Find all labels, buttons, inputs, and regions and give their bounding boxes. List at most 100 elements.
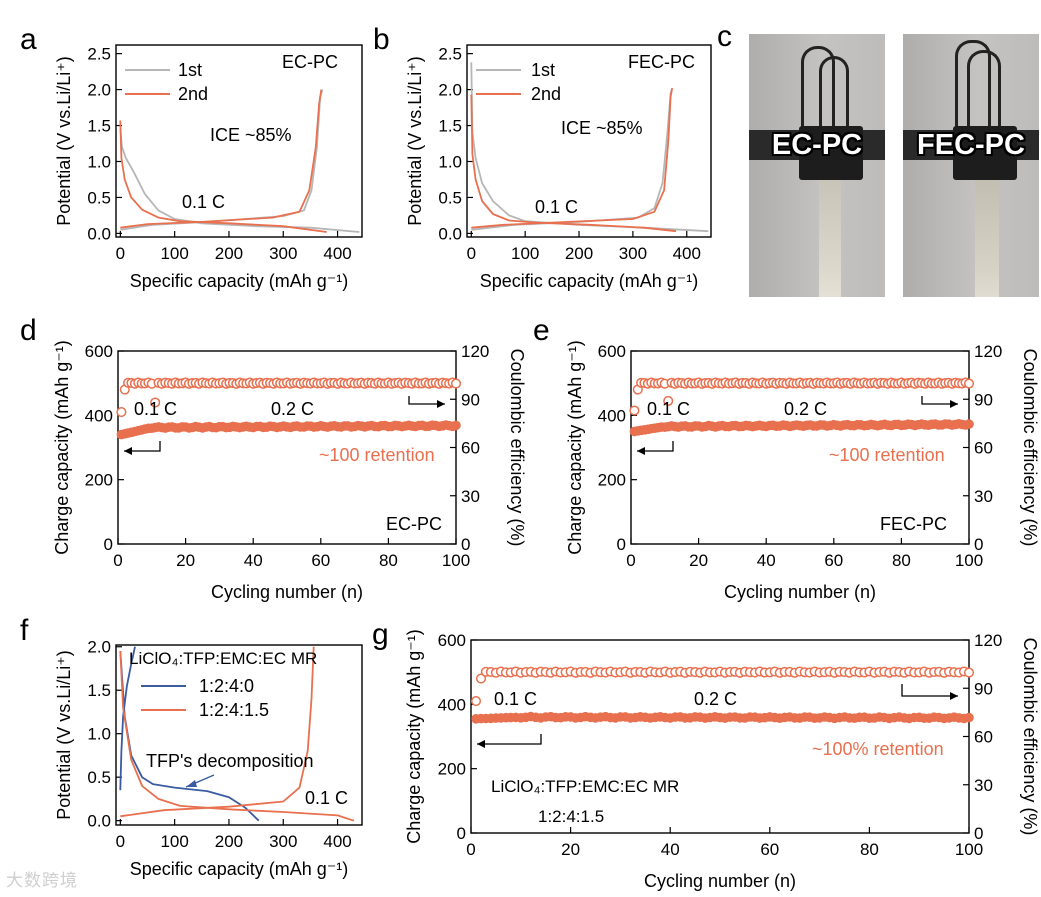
panel-a-legend-2nd: 2nd: [178, 84, 208, 104]
panel-a-xtick-label: 0: [116, 244, 125, 263]
panel-d-rate-01: 0.1 C: [134, 399, 177, 419]
panel-d-ytick-label: 200: [85, 471, 113, 490]
panel-d-xtick-label: 60: [311, 551, 330, 570]
panel-d-y2tick-label: 0: [461, 535, 470, 554]
panel-e-ylabel: Charge capacity (mAh g⁻¹): [565, 340, 585, 555]
panel-a-xtick-label: 300: [269, 244, 297, 263]
panel-label-e: e: [533, 314, 550, 347]
panel-e-xtick-label: 20: [689, 551, 708, 570]
panel-a-series-line: [119, 120, 327, 233]
panel-a-xtick-label: 400: [323, 244, 351, 263]
panel-e-efficiency-point: [629, 405, 640, 416]
panel-a-ice: ICE ~85%: [210, 125, 292, 145]
panel-d-rate-02: 0.2 C: [271, 399, 314, 419]
panel-f-ytick-label: 1.5: [87, 681, 111, 700]
panel-g-legend-title: LiClO₄:TFP:EMC:EC MR: [491, 777, 679, 796]
panel-d-ytick-label: 0: [104, 535, 113, 554]
panel-f-xtick-label: 0: [116, 832, 125, 851]
panel-e-y2tick-label: 0: [974, 535, 983, 554]
panel-g-xtick-label: 80: [860, 840, 879, 859]
panel-e-arrow-right: [921, 396, 958, 405]
panel-e-rate-01: 0.1 C: [647, 399, 690, 419]
panel-d-arrowhead-right: [437, 400, 445, 408]
panel-b-xlabel: Specific capacity (mAh g⁻¹): [480, 271, 699, 291]
panel-b-ytick-label: 2.0: [438, 81, 462, 100]
panel-g-ratio: 1:2:4:1.5: [538, 807, 604, 826]
panel-d-xtick-label: 100: [442, 551, 470, 570]
panel-label-c: c: [717, 20, 732, 53]
panel-g-rate-02: 0.2 C: [694, 689, 737, 709]
panel-b-series-line: [470, 62, 709, 233]
panel-e-xtick-label: 40: [757, 551, 776, 570]
panel-a-ytick-label: 2.0: [87, 81, 111, 100]
panel-b-ice: ICE ~85%: [561, 118, 643, 138]
panel-g-rate-01: 0.1 C: [494, 689, 537, 709]
panel-g-xtick-label: 0: [466, 840, 475, 859]
panel-f-ytick-label: 2.0: [87, 638, 111, 657]
panel-a-series-line: [119, 129, 360, 233]
panel-e-y2tick-label: 90: [974, 390, 993, 409]
panel-label-d: d: [20, 314, 37, 347]
panel-b-xtick-label: 400: [673, 244, 701, 263]
panel-g-y2tick-label: 30: [974, 776, 993, 795]
watermark: 大数跨境: [6, 871, 78, 890]
panel-d-capacity-point: [451, 420, 461, 431]
panel-d-y2tick-label: 30: [461, 487, 480, 506]
panel-d-xtick-label: 20: [176, 551, 195, 570]
panel-g-y2label: Coulombic efficiency (%): [1020, 638, 1040, 836]
panel-a-ytick-label: 1.5: [87, 117, 111, 136]
panel-g-y2tick-label: 90: [974, 679, 993, 698]
panel-a-ytick-label: 1.0: [87, 152, 111, 171]
panel-g-arrow-left: [477, 734, 542, 745]
panel-b-legend-2nd: 2nd: [531, 84, 561, 104]
panel-f-ytick-label: 0.0: [87, 812, 111, 831]
panel-d-efficiency-point: [450, 378, 462, 389]
panel-g-ytick-label: 0: [457, 824, 466, 843]
panel-d-ylabel: Charge capacity (mAh g⁻¹): [52, 340, 72, 555]
panel-d-retention: ~100 retention: [319, 445, 435, 465]
panel-b-xtick-label: 300: [619, 244, 647, 263]
panel-e-ytick-label: 0: [617, 535, 626, 554]
panel-a-xtick-label: 200: [215, 244, 243, 263]
panel-e-efficiency-point: [663, 395, 674, 406]
panel-b-frame: [466, 44, 712, 238]
panel-e-xtick-label: 100: [955, 551, 983, 570]
panel-a-title: EC-PC: [282, 52, 338, 72]
panel-b-ylabel: Potential (V vs.Li/Li⁺): [405, 56, 425, 226]
panel-d-xlabel: Cycling number (n): [211, 582, 363, 602]
panel-label-g: g: [372, 618, 389, 651]
panel-d-y2label: Coulombic efficiency (%): [507, 349, 527, 547]
panel-d-xtick-label: 0: [113, 551, 122, 570]
panel-b-series-line: [470, 94, 677, 233]
panel-f-decomposition: TFP's decomposition: [146, 751, 314, 771]
panel-b-ytick-label: 1.5: [438, 117, 462, 136]
panel-f-legend-title: LiClO₄:TFP:EMC:EC MR: [129, 649, 317, 668]
panel-a-ytick-label: 2.5: [87, 45, 111, 64]
panel-g-arrow-right: [901, 684, 958, 697]
photo-label-fec-pc: FEC-PC: [917, 129, 1025, 161]
panel-f-series-line: [119, 646, 136, 791]
panel-e-y2label: Coulombic efficiency (%): [1020, 349, 1040, 547]
panel-d-y2tick-label: 60: [461, 439, 480, 458]
panel-f-xtick-label: 400: [323, 832, 351, 851]
panel-f-xtick-label: 200: [215, 832, 243, 851]
panel-e-rate-02: 0.2 C: [784, 399, 827, 419]
panel-d-ytick-label: 400: [85, 406, 113, 425]
panel-e-y2tick-label: 30: [974, 487, 993, 506]
panel-e-ytick-label: 400: [598, 406, 626, 425]
panel-f-series-line: [120, 646, 315, 818]
panel-g-arrowhead-right: [950, 692, 958, 700]
panel-a-ytick-label: 0.5: [87, 188, 111, 207]
panel-g-y2tick-label: 60: [974, 728, 993, 747]
panel-f-xtick-label: 300: [269, 832, 297, 851]
panel-g-capacity-point: [964, 712, 974, 723]
panel-e-y2tick-label: 60: [974, 439, 993, 458]
photo-label-ec-pc: EC-PC: [771, 129, 863, 161]
panel-b-xtick-label: 0: [467, 244, 476, 263]
panel-d-y2tick-label: 120: [461, 342, 489, 361]
panel-b-ytick-label: 1.0: [438, 152, 462, 171]
panel-d-y2tick-label: 90: [461, 390, 480, 409]
panel-g-arrowhead-left: [477, 740, 485, 748]
panel-e-title: FEC-PC: [880, 514, 947, 534]
panel-e-arrowhead-left: [637, 447, 645, 455]
